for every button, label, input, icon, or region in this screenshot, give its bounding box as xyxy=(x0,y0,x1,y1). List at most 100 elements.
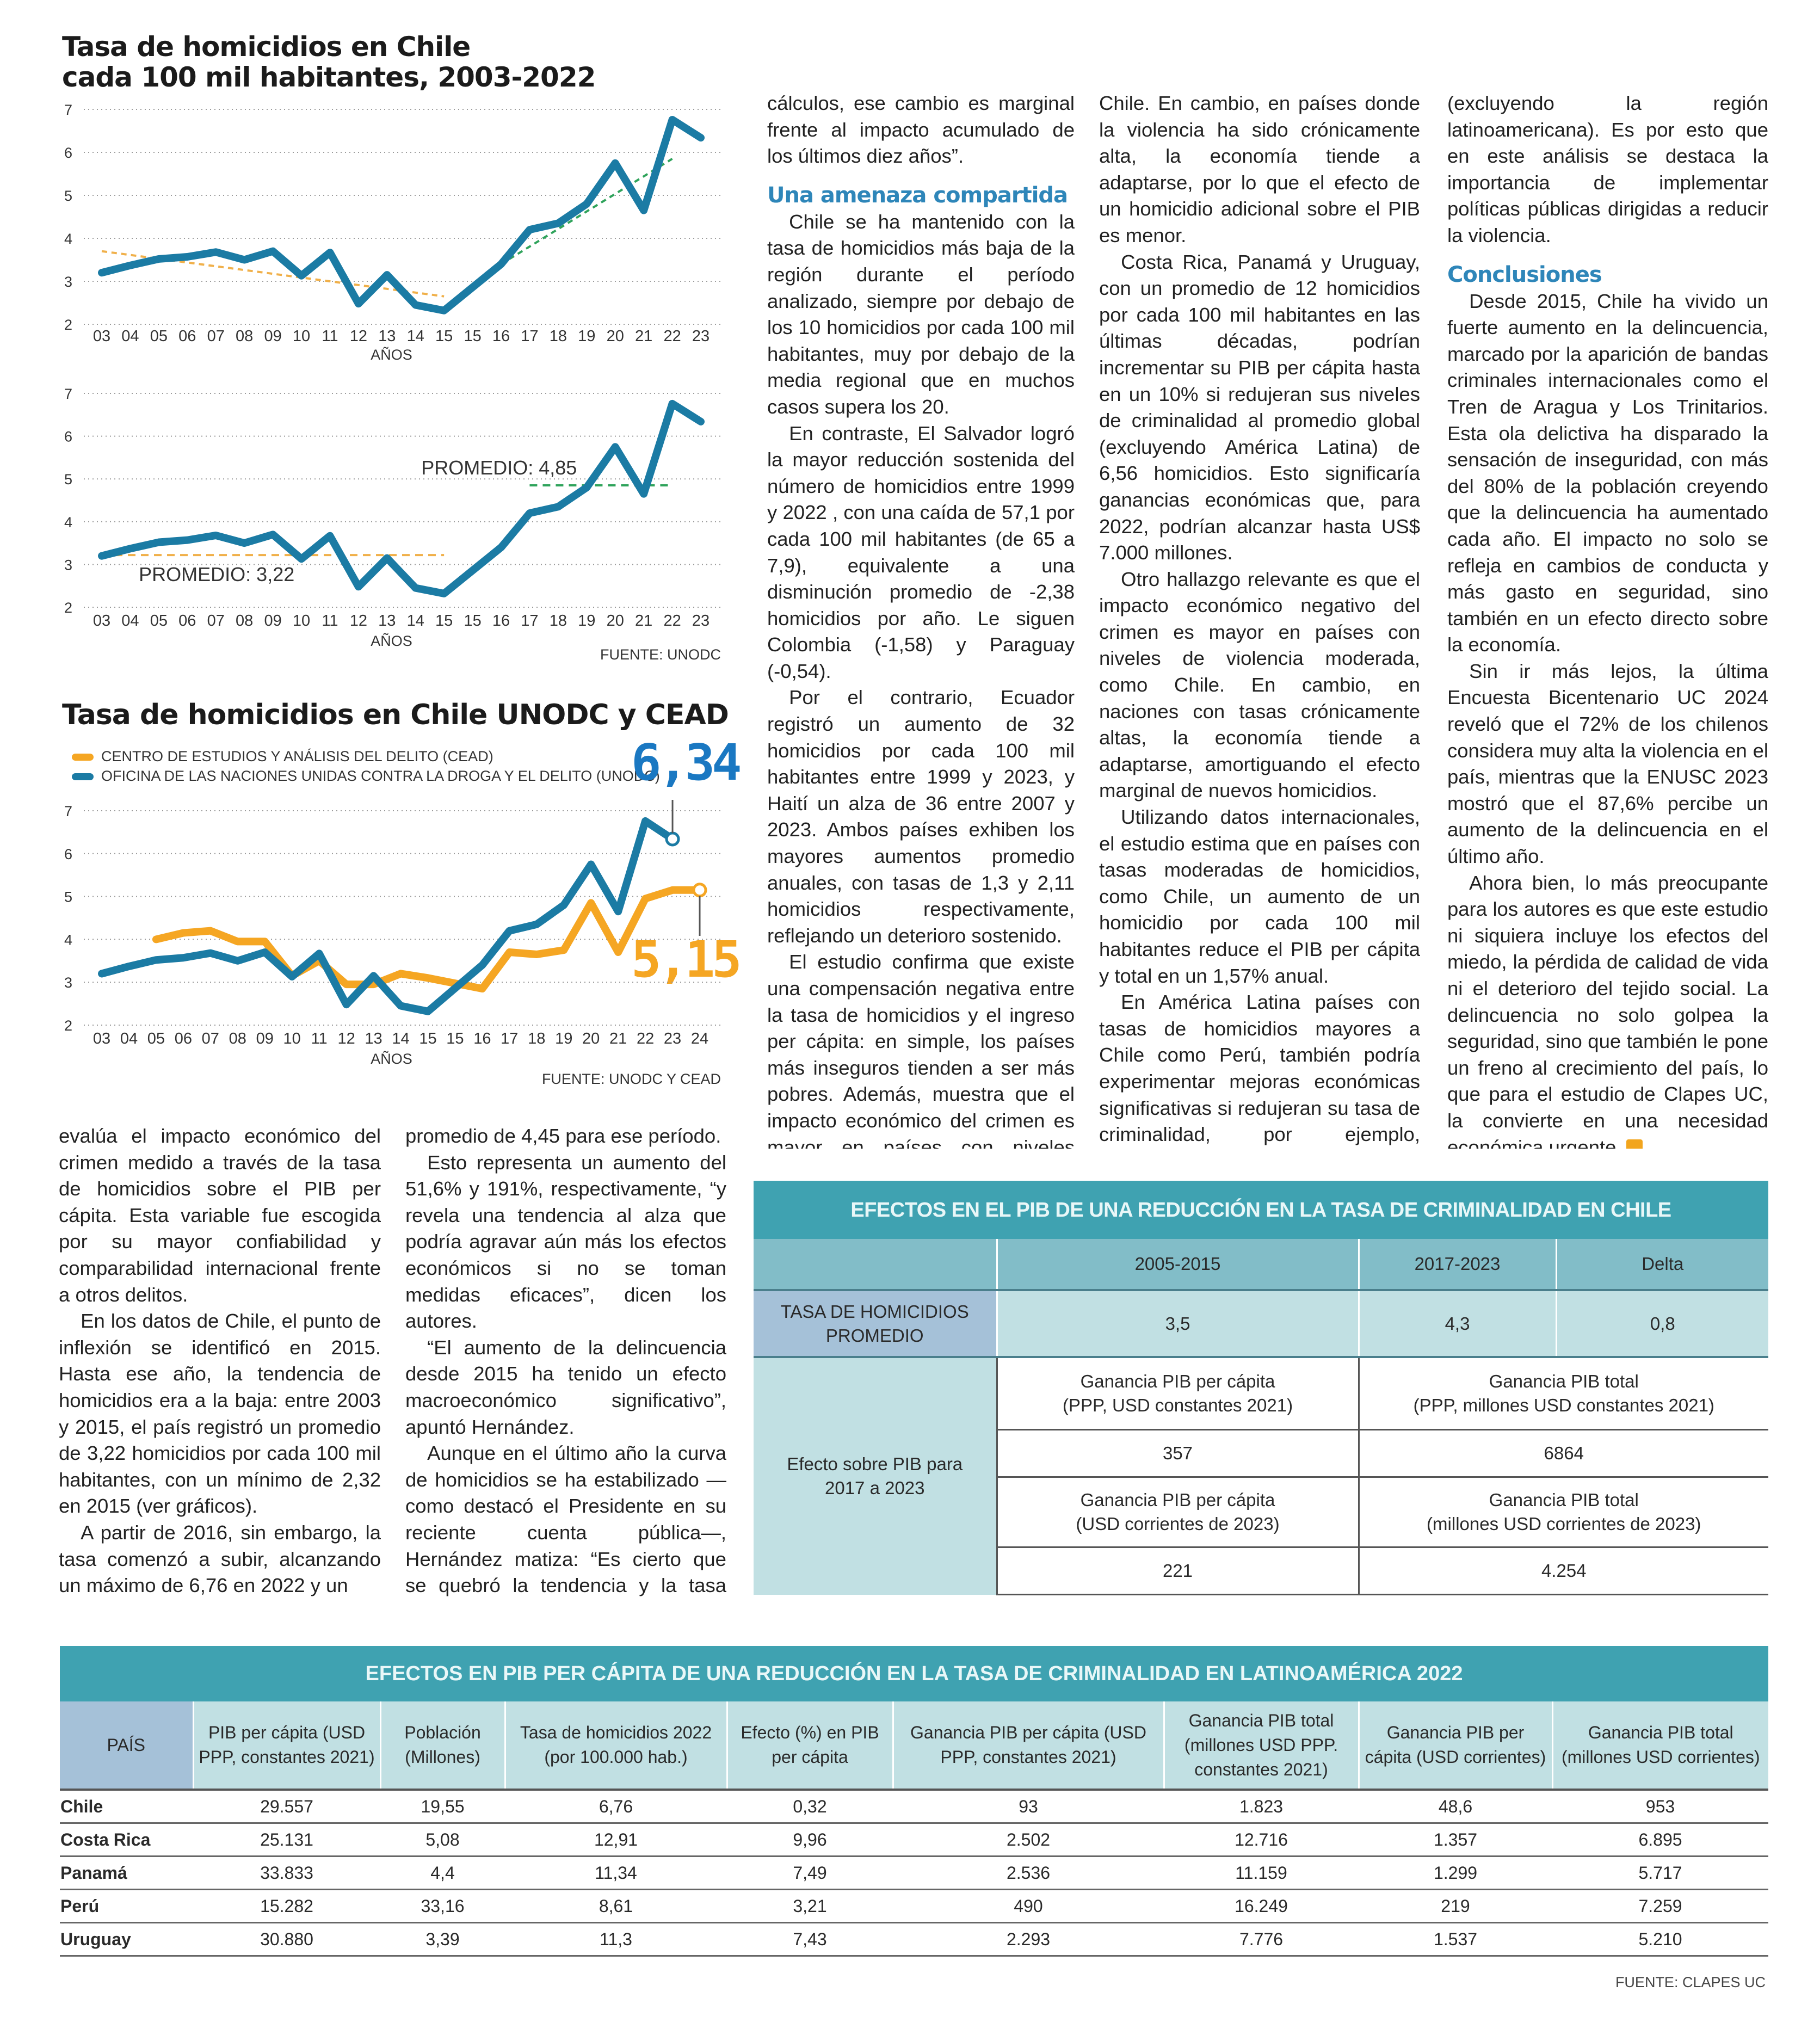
data-point xyxy=(243,541,246,545)
paragraph: Por el contrario, Ecuador registró un au… xyxy=(767,686,1075,947)
country-name: Perú xyxy=(60,1889,193,1923)
x-tick-label: 21 xyxy=(635,612,652,630)
table-cell: 953 xyxy=(1552,1790,1768,1824)
table-cell: 3,21 xyxy=(727,1889,893,1923)
data-point xyxy=(344,983,348,986)
table-row: Costa Rica 25.131 5,08 12,91 9,96 2.502 12.716… xyxy=(60,1823,1768,1857)
data-point xyxy=(157,257,161,261)
table-cell: 6864 xyxy=(1358,1429,1768,1478)
chart1-title-line2: cada 100 mil habitantes, 2003-2022 xyxy=(62,61,596,93)
end-mark-icon xyxy=(1626,1139,1643,1149)
chart3-title: Tasa de homicidios en Chile UNODC y CEAD xyxy=(62,699,729,731)
paragraph: En contraste, El Salvador logró la mayor… xyxy=(767,422,1075,682)
data-point xyxy=(356,585,360,589)
x-tick-label: 15 xyxy=(464,612,481,630)
y-tick-label: 7 xyxy=(64,803,72,819)
chart-source: FUENTE: UNODC xyxy=(600,646,721,663)
data-point xyxy=(562,903,566,907)
data-point xyxy=(344,1003,348,1007)
data-point xyxy=(263,940,267,943)
series-line xyxy=(152,886,704,993)
data-point xyxy=(186,538,189,542)
data-point xyxy=(154,938,158,941)
data-point xyxy=(128,263,132,267)
table-cell: 3,39 xyxy=(380,1922,505,1957)
table-cell: 11,34 xyxy=(505,1856,727,1890)
x-tick-label: 05 xyxy=(150,612,168,630)
article-column-5: promedio de 4,45 para ese período. Esto r… xyxy=(405,1123,726,1602)
table-cell: 4,3 xyxy=(1358,1290,1556,1358)
table-chile-header: Delta xyxy=(1555,1239,1768,1291)
callout-cead-value: 5,15 xyxy=(631,930,742,989)
country-name: Uruguay xyxy=(60,1922,193,1957)
legend-swatch-unodc xyxy=(72,773,94,781)
row-label: Efecto sobre PIB para 2017 a 2023 xyxy=(754,1357,997,1595)
paragraph: Ahora bien, lo más preocupante para los … xyxy=(1447,870,1768,1149)
x-tick-label: 14 xyxy=(407,612,424,630)
data-point xyxy=(300,274,303,278)
data-point xyxy=(528,511,532,515)
data-point xyxy=(644,897,647,901)
paragraph: En los datos de Chile, el punto de infle… xyxy=(59,1310,381,1518)
x-tick-label: 18 xyxy=(528,1030,545,1047)
paragraph: Desde 2015, Chile ha vivido un fuerte au… xyxy=(1447,289,1768,656)
table-chile-pib-effects: EFECTOS EN EL PIB DE UNA REDUCCIÓN EN LA… xyxy=(754,1181,1768,1595)
x-tick-label: 20 xyxy=(582,1030,600,1047)
table-cell: 7.776 xyxy=(1164,1922,1359,1957)
x-tick-label: 17 xyxy=(521,612,538,630)
x-tick-label: 18 xyxy=(550,612,567,630)
x-tick-label: 10 xyxy=(283,1030,301,1047)
x-tick-label: 23 xyxy=(692,328,710,345)
table-cell: 5,08 xyxy=(380,1823,505,1857)
column-header: Ganancia PIB per cápita (USD PPP, consta… xyxy=(892,1701,1164,1791)
table-row: Ganancia PIB per cápita (USD corrientes … xyxy=(754,1477,1768,1548)
data-point xyxy=(271,249,275,253)
column-header: Ganancia PIB per cápita (USD corrientes) xyxy=(1358,1701,1552,1791)
table-row: Chile 29.557 19,55 6,76 0,32 93 1.823 48,6 953 xyxy=(60,1790,1768,1824)
table-header-row: PAÍS PIB per cápita (USD PPP, constantes … xyxy=(60,1701,1768,1791)
x-tick-label: 05 xyxy=(147,1030,165,1047)
data-point xyxy=(208,929,212,933)
table-row: 221 4.254 xyxy=(754,1547,1768,1595)
data-point xyxy=(385,273,389,277)
chart1-title: Tasa de homicidios en Chile cada 100 mil… xyxy=(62,32,596,93)
data-point xyxy=(290,975,294,978)
x-tick-label: 22 xyxy=(663,328,681,345)
country-name: Costa Rica xyxy=(60,1823,193,1857)
paragraph: El estudio confirma que existe una compe… xyxy=(767,951,1075,1149)
callout-marker xyxy=(692,883,707,898)
x-tick-label: 04 xyxy=(120,1030,138,1047)
x-tick-label: 20 xyxy=(607,328,624,345)
column-header: PIB per cápita (USD PPP, constantes 2021… xyxy=(192,1701,380,1791)
table-chile-header: 2017-2023 xyxy=(1358,1239,1556,1291)
data-point xyxy=(300,557,303,561)
x-tick-label: 16 xyxy=(492,328,510,345)
table-cell: 9,96 xyxy=(727,1823,893,1857)
paragraph: promedio de 4,45 para ese período. xyxy=(405,1125,721,1147)
chart3-legend: CENTRO DE ESTUDIOS Y ANÁLISIS DEL DELITO… xyxy=(72,747,660,786)
data-point xyxy=(589,862,593,866)
y-tick-label: 6 xyxy=(64,846,72,862)
data-point xyxy=(442,309,446,312)
x-tick-label: 15 xyxy=(435,612,453,630)
table-cell: 93 xyxy=(893,1790,1164,1824)
paragraph: Chile. En cambio, en países donde la vio… xyxy=(1099,92,1420,246)
data-point xyxy=(613,445,617,449)
x-tick-label: 19 xyxy=(578,612,595,630)
table-cell: 0,8 xyxy=(1555,1290,1768,1358)
column-header: PAÍS xyxy=(60,1701,193,1791)
paragraph: Sin ir más lejos, la última Encuesta Bic… xyxy=(1447,659,1768,868)
data-point xyxy=(480,963,484,967)
x-tick-label: 08 xyxy=(236,612,253,630)
x-tick-label: 07 xyxy=(202,1030,219,1047)
table-cell: 16.249 xyxy=(1164,1889,1359,1923)
data-point xyxy=(399,1004,403,1008)
table-cell: 30.880 xyxy=(193,1922,380,1957)
data-point xyxy=(214,250,218,254)
paragraph: “El aumento de la delincuencia desde 201… xyxy=(405,1336,726,1438)
x-tick-label: 04 xyxy=(121,328,139,345)
y-tick-label: 5 xyxy=(64,471,72,488)
data-point xyxy=(157,540,161,544)
